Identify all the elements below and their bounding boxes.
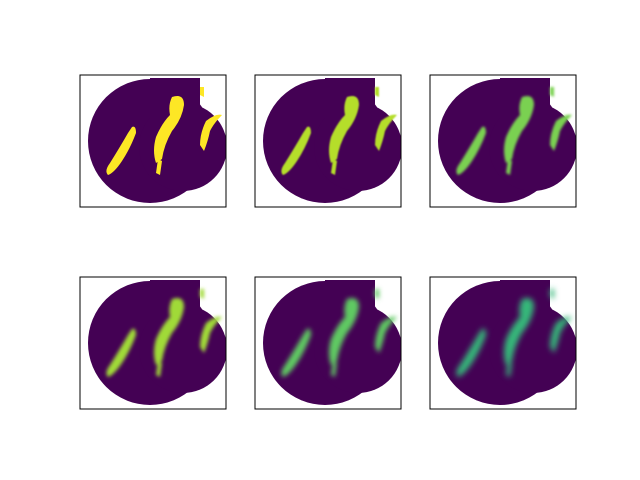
- panel: [254, 74, 402, 208]
- panel: [254, 276, 402, 410]
- panel: [79, 276, 227, 410]
- panel: [79, 74, 227, 208]
- panel: [429, 74, 577, 208]
- panel: [429, 276, 577, 410]
